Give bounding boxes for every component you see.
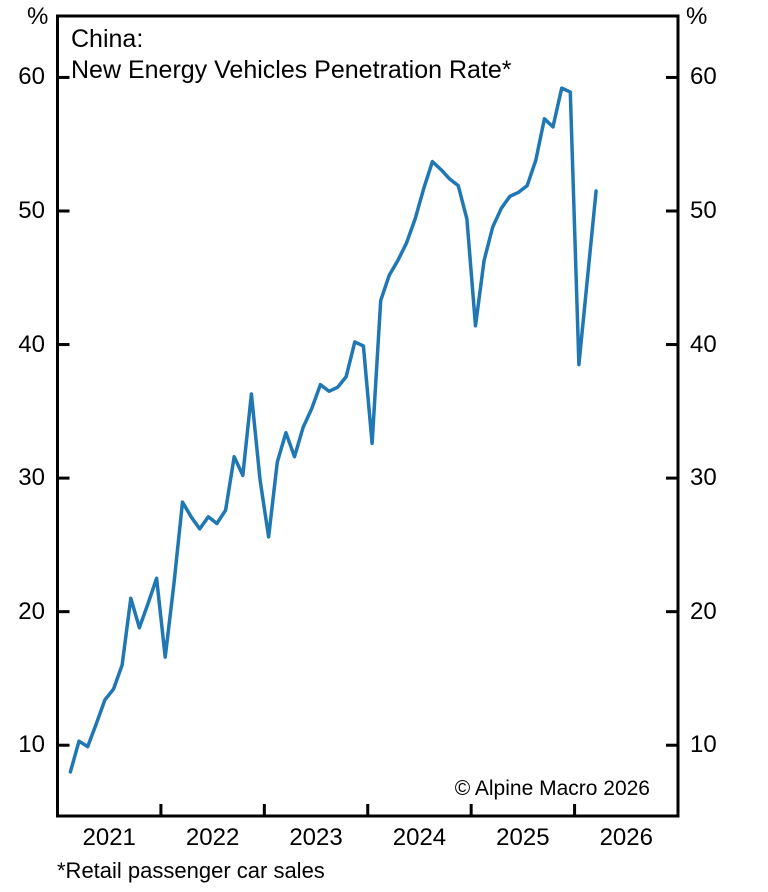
y-axis-tick-label-left: 50 [18, 196, 45, 224]
x-axis-year-label: 2023 [289, 824, 343, 851]
copyright-note: © Alpine Macro 2026 [454, 777, 650, 800]
y-axis-tick-label-left: 20 [18, 597, 45, 625]
x-axis-year-label: 2025 [496, 824, 550, 851]
chart-title-line1: China: [71, 25, 144, 53]
y-axis-tick-label-left: 30 [18, 464, 45, 492]
y-axis-tick-label-right: 50 [690, 196, 717, 224]
chart-title-line2: New Energy Vehicles Penetration Rate* [71, 56, 512, 84]
y-axis-tick-label-right: 30 [690, 464, 717, 492]
axis-ticks [57, 75, 678, 816]
x-axis-year-label: 2022 [185, 824, 240, 851]
y-axis-tick-label-left: 60 [18, 63, 45, 91]
chart-title: China: New Energy Vehicles Penetration R… [71, 24, 512, 86]
x-axis-year-label: 2021 [82, 824, 136, 851]
x-axis-year-label: 2024 [392, 824, 447, 851]
y-axis-tick-label-right: 20 [690, 597, 717, 625]
y-axis-tick-label-right: 60 [690, 63, 717, 91]
y-axis-tick-label-right: 40 [690, 330, 717, 358]
y-axis-tick-label-right: 10 [690, 731, 717, 759]
plot-border [56, 14, 680, 818]
footnote: *Retail passenger car sales [57, 858, 325, 883]
y-axis-tick-label-left: 10 [18, 731, 45, 759]
y-axis-unit-right: % [686, 3, 708, 30]
y-axis-tick-label-left: 40 [18, 330, 45, 358]
y-axis-unit-left: % [27, 3, 49, 30]
x-axis-year-label: 2026 [599, 824, 653, 851]
nev-penetration-line [68, 86, 598, 774]
